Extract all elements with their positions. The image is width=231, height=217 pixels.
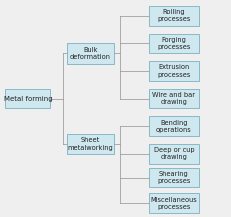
Text: Extrusion
processes: Extrusion processes [157,64,190,78]
FancyBboxPatch shape [5,89,50,108]
Text: Bulk
deformation: Bulk deformation [70,47,110,60]
Text: Wire and bar
drawing: Wire and bar drawing [152,92,195,105]
Text: Miscellaneous
processes: Miscellaneous processes [150,197,197,210]
FancyBboxPatch shape [149,193,198,213]
FancyBboxPatch shape [67,43,113,64]
FancyBboxPatch shape [149,61,198,81]
Text: Rolling
processes: Rolling processes [157,9,190,22]
Text: Metal forming: Metal forming [3,96,52,102]
Text: Bending
operations: Bending operations [155,120,191,133]
FancyBboxPatch shape [149,89,198,108]
FancyBboxPatch shape [149,168,198,187]
Text: Deep or cup
drawing: Deep or cup drawing [153,147,194,161]
FancyBboxPatch shape [149,34,198,53]
Text: Shearing
processes: Shearing processes [157,171,190,184]
FancyBboxPatch shape [149,6,198,26]
Text: Forging
processes: Forging processes [157,37,190,50]
FancyBboxPatch shape [149,144,198,164]
Text: Sheet
metalworking: Sheet metalworking [67,137,113,151]
FancyBboxPatch shape [67,134,113,154]
FancyBboxPatch shape [149,117,198,136]
